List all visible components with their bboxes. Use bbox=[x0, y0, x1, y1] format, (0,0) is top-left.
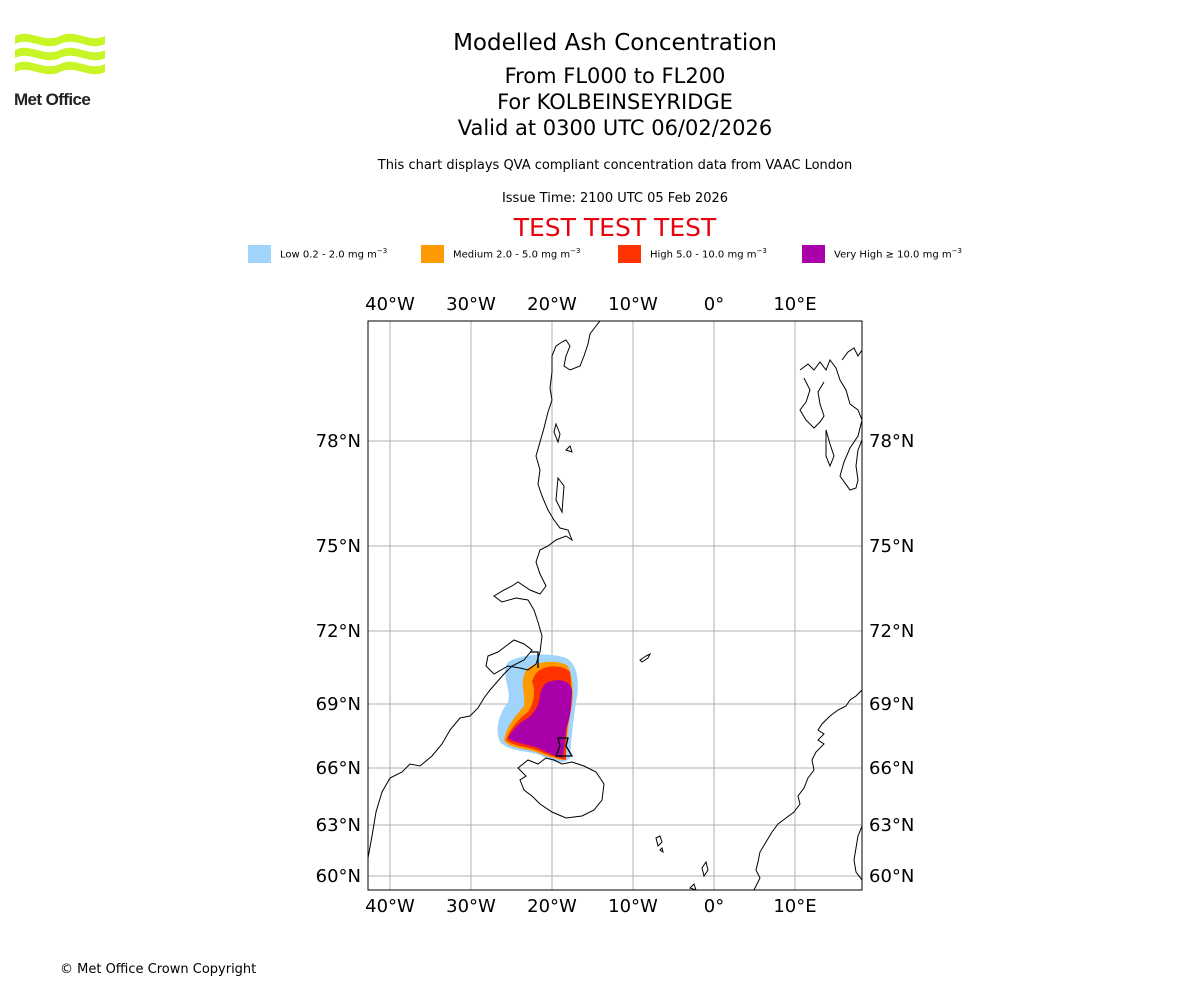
lat-label-left: 75°N bbox=[316, 536, 361, 557]
lat-label-left: 66°N bbox=[316, 758, 361, 779]
lon-label-bottom: 20°W bbox=[527, 896, 577, 917]
lat-label-right: 66°N bbox=[869, 758, 914, 779]
valid-time: Valid at 0300 UTC 06/02/2026 bbox=[457, 116, 773, 140]
legend-item-very-high: Very High ≥ 10.0 mg m−3 bbox=[802, 244, 962, 263]
lat-label-right: 72°N bbox=[869, 621, 914, 642]
lon-label-bottom: 30°W bbox=[446, 896, 496, 917]
lat-label-right: 78°N bbox=[869, 431, 914, 452]
lat-label-left: 78°N bbox=[316, 431, 361, 452]
legend-swatch-very-high bbox=[802, 244, 825, 263]
lon-label-top: 10°W bbox=[608, 294, 658, 315]
location-name: For KOLBEINSEYRIDGE bbox=[497, 90, 733, 114]
lat-label-left: 60°N bbox=[316, 866, 361, 887]
lon-label-top: 30°W bbox=[446, 294, 496, 315]
lon-label-bottom: 10°E bbox=[773, 896, 816, 917]
lat-label-right: 75°N bbox=[869, 536, 914, 557]
met-office-wordmark: Met Office bbox=[14, 90, 91, 109]
lon-label-bottom: 10°W bbox=[608, 896, 658, 917]
lat-label-right: 60°N bbox=[869, 866, 914, 887]
legend-label-very-high: Very High ≥ 10.0 mg m−3 bbox=[834, 246, 962, 261]
lat-label-right: 63°N bbox=[869, 815, 914, 836]
legend-item-medium: Medium 2.0 - 5.0 mg m−3 bbox=[421, 244, 580, 263]
volcano-marker bbox=[530, 651, 574, 757]
chart-description: This chart displays QVA compliant concen… bbox=[377, 158, 853, 173]
ash-very-high-region bbox=[508, 680, 572, 758]
test-banner: TEST TEST TEST bbox=[513, 213, 717, 242]
lon-label-top: 40°W bbox=[365, 294, 415, 315]
legend-swatch-high bbox=[618, 244, 641, 263]
legend-label-medium: Medium 2.0 - 5.0 mg m−3 bbox=[453, 246, 581, 261]
lat-label-left: 69°N bbox=[316, 694, 361, 715]
legend-item-low: Low 0.2 - 2.0 mg m−3 bbox=[248, 244, 387, 263]
lat-label-right: 69°N bbox=[869, 694, 914, 715]
legend-item-high: High 5.0 - 10.0 mg m−3 bbox=[618, 244, 767, 263]
coastlines bbox=[368, 321, 862, 890]
lat-label-left: 72°N bbox=[316, 621, 361, 642]
lon-label-top: 20°W bbox=[527, 294, 577, 315]
legend-label-high: High 5.0 - 10.0 mg m−3 bbox=[650, 246, 767, 261]
ash-map: 40°W 30°W 20°W 10°W 0° 10°E 40°W 30°W 20… bbox=[316, 294, 915, 917]
chart-title: Modelled Ash Concentration bbox=[453, 30, 777, 56]
issue-time: Issue Time: 2100 UTC 05 Feb 2026 bbox=[501, 191, 729, 206]
map-gridlines bbox=[368, 321, 862, 890]
legend-swatch-low bbox=[248, 244, 271, 263]
map-frame bbox=[367, 320, 863, 891]
legend-label-low: Low 0.2 - 2.0 mg m−3 bbox=[280, 246, 388, 261]
lon-label-bottom: 0° bbox=[704, 896, 724, 917]
ash-concentration bbox=[497, 654, 578, 763]
flight-level-range: From FL000 to FL200 bbox=[504, 64, 726, 88]
lat-label-left: 63°N bbox=[316, 815, 361, 836]
copyright-notice: © Met Office Crown Copyright bbox=[60, 962, 257, 977]
lon-label-top: 10°E bbox=[773, 294, 816, 315]
lon-label-top: 0° bbox=[704, 294, 724, 315]
legend-swatch-medium bbox=[421, 244, 444, 263]
met-office-logo bbox=[15, 33, 105, 75]
lon-label-bottom: 40°W bbox=[365, 896, 415, 917]
